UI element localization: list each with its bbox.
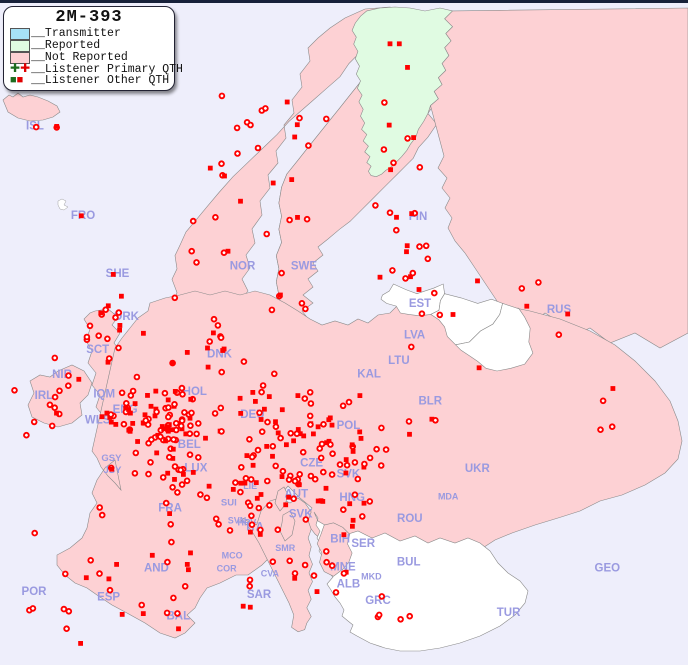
svg-text:EST: EST (409, 298, 431, 310)
svg-text:GEO: GEO (595, 562, 621, 574)
svg-text:ROU: ROU (397, 513, 423, 525)
svg-text:CVA: CVA (261, 568, 280, 578)
svg-text:LVA: LVA (404, 329, 425, 341)
svg-text:GSY: GSY (101, 453, 122, 464)
svg-text:BLR: BLR (418, 395, 442, 407)
svg-text:SER: SER (351, 538, 375, 550)
svg-text:HOL: HOL (183, 386, 207, 398)
svg-text:SUI: SUI (221, 498, 237, 509)
svg-text:ALB: ALB (337, 578, 361, 590)
svg-text:COR: COR (217, 563, 238, 573)
svg-text:NOR: NOR (230, 261, 256, 273)
svg-text:SAR: SAR (247, 589, 272, 601)
svg-text:MCO: MCO (222, 550, 243, 560)
svg-text:ESP: ESP (97, 592, 120, 604)
svg-text:IRL: IRL (35, 390, 54, 402)
svg-text:SWE: SWE (291, 261, 318, 273)
svg-text:POR: POR (22, 586, 48, 598)
svg-text:LUX: LUX (184, 463, 207, 475)
svg-text:SMR: SMR (275, 543, 296, 553)
svg-text:UKR: UKR (465, 463, 491, 475)
svg-text:LTU: LTU (388, 355, 410, 367)
svg-text:KAL: KAL (357, 369, 381, 381)
svg-text:BEL: BEL (178, 439, 201, 451)
svg-text:SCT: SCT (86, 344, 109, 356)
svg-text:MDA: MDA (438, 492, 459, 502)
svg-text:TUR: TUR (497, 607, 521, 619)
svg-text:WLS: WLS (85, 414, 111, 426)
svg-text:IQM: IQM (93, 389, 115, 401)
svg-text:SHE: SHE (106, 268, 130, 280)
svg-text:BUL: BUL (397, 556, 421, 568)
svg-text:POL: POL (337, 420, 361, 432)
svg-text:DNK: DNK (207, 349, 233, 361)
svg-text:BIH: BIH (330, 533, 350, 545)
svg-text:GRC: GRC (365, 595, 391, 607)
svg-text:SVK: SVK (289, 509, 313, 521)
svg-text:MKD: MKD (361, 572, 382, 582)
